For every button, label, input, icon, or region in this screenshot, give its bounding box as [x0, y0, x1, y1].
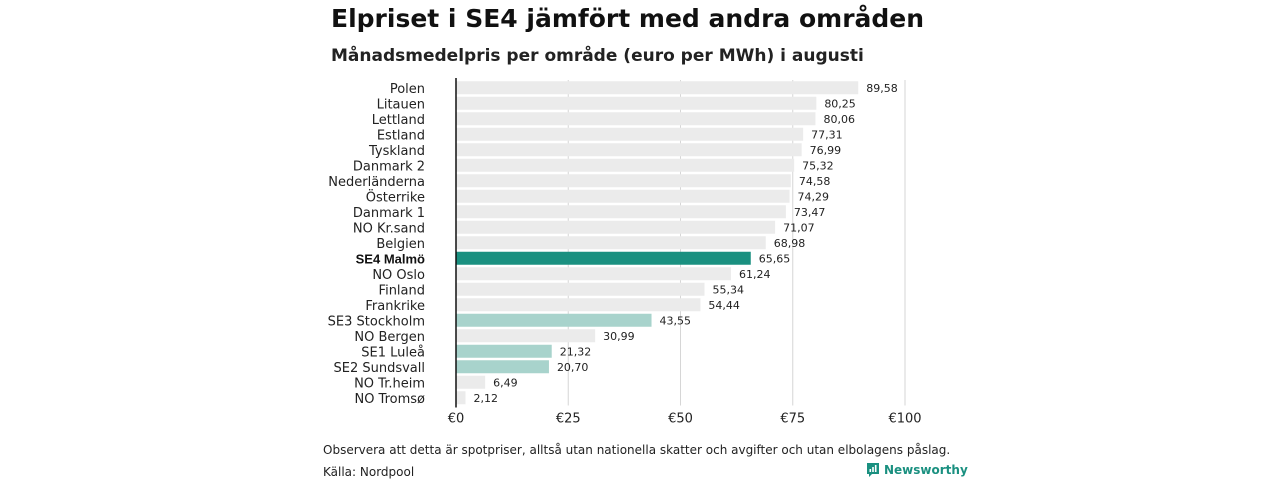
bar	[456, 127, 804, 141]
bar	[456, 313, 652, 327]
value-label: 55,34	[712, 283, 744, 296]
x-tick-label: €50	[668, 412, 693, 427]
category-label: Finland	[379, 283, 425, 298]
bar-chart: PolenLitauenLettlandEstlandTysklandDanma…	[328, 78, 922, 427]
newsworthy-logo: Newsworthy	[866, 462, 968, 478]
bar	[456, 96, 817, 110]
bar	[456, 375, 486, 389]
bar	[456, 391, 466, 405]
value-label: 74,29	[798, 190, 830, 203]
bar	[456, 189, 790, 203]
bar	[456, 236, 766, 250]
category-label: Frankrike	[365, 299, 425, 314]
bar	[456, 282, 705, 296]
bar	[456, 220, 776, 234]
category-label: Belgien	[376, 237, 425, 252]
value-label: 80,06	[823, 113, 855, 126]
value-label: 54,44	[708, 299, 740, 312]
value-label: 6,49	[493, 376, 518, 389]
category-label: NO Oslo	[372, 268, 425, 283]
category-label: NO Bergen	[354, 330, 425, 345]
bar	[456, 158, 795, 172]
x-tick-label: €100	[888, 412, 921, 427]
category-label: Danmark 1	[353, 206, 425, 221]
x-tick-label: €75	[780, 412, 805, 427]
category-label: Estland	[377, 128, 425, 143]
bar	[456, 112, 816, 126]
bar	[456, 329, 596, 343]
category-label: NO Tromsø	[354, 392, 425, 407]
source-label: Källa: Nordpool	[323, 465, 415, 479]
value-label: 43,55	[660, 314, 692, 327]
category-label: Lettland	[372, 113, 425, 128]
bar	[456, 344, 552, 358]
value-label: 89,58	[866, 82, 898, 95]
bar	[456, 251, 751, 265]
value-label: 74,58	[799, 175, 831, 188]
category-label: Danmark 2	[353, 159, 425, 174]
newsworthy-logo-icon	[867, 463, 879, 477]
category-label: Litauen	[377, 97, 425, 112]
category-label: NO Kr.sand	[353, 221, 425, 236]
value-label: 75,32	[802, 159, 834, 172]
category-label: SE3 Stockholm	[328, 314, 425, 329]
category-label: SE2 Sundsvall	[333, 361, 425, 376]
value-label: 61,24	[739, 268, 771, 281]
chart-subtitle: Månadsmedelpris per område (euro per MWh…	[331, 46, 864, 66]
bar	[456, 267, 731, 281]
value-labels: 89,58 80,25 80,06 77,31 76,99 75,32 74,58 74,29…	[474, 82, 898, 405]
value-label: 76,99	[810, 144, 842, 157]
category-label: Polen	[390, 82, 425, 97]
value-label: 73,47	[794, 206, 826, 219]
value-label: 71,07	[783, 221, 815, 234]
category-label: Tyskland	[368, 144, 425, 159]
value-label: 2,12	[474, 392, 499, 405]
category-label: Österrike	[366, 188, 425, 205]
chart-title: Elpriset i SE4 jämfört med andra områden	[331, 4, 925, 33]
footnote: Observera att detta är spotpriser, allts…	[323, 443, 951, 457]
bar	[456, 81, 859, 95]
bar	[456, 205, 786, 219]
bar	[456, 143, 802, 157]
value-label: 20,70	[557, 361, 589, 374]
value-label: 30,99	[603, 330, 635, 343]
x-tick-label: €0	[448, 412, 465, 427]
value-label: 68,98	[774, 237, 806, 250]
value-label: 65,65	[759, 252, 791, 265]
category-label: SE1 Luleå	[361, 345, 425, 360]
bar	[456, 360, 549, 374]
x-tick-label: €25	[556, 412, 581, 427]
bar	[456, 298, 701, 312]
value-label: 21,32	[560, 345, 592, 358]
category-labels: PolenLitauenLettlandEstlandTysklandDanma…	[328, 82, 425, 407]
bar	[456, 174, 791, 188]
bars	[456, 81, 859, 405]
x-axis-ticks: €0 €25 €50 €75 €100	[448, 412, 922, 427]
value-label: 77,31	[811, 128, 843, 141]
category-label: SE4 Malmö	[356, 251, 425, 266]
category-label: Nederländerna	[328, 175, 425, 190]
value-label: 80,25	[824, 97, 856, 110]
category-label: NO Tr.heim	[354, 376, 425, 391]
newsworthy-logo-text: Newsworthy	[884, 463, 968, 477]
